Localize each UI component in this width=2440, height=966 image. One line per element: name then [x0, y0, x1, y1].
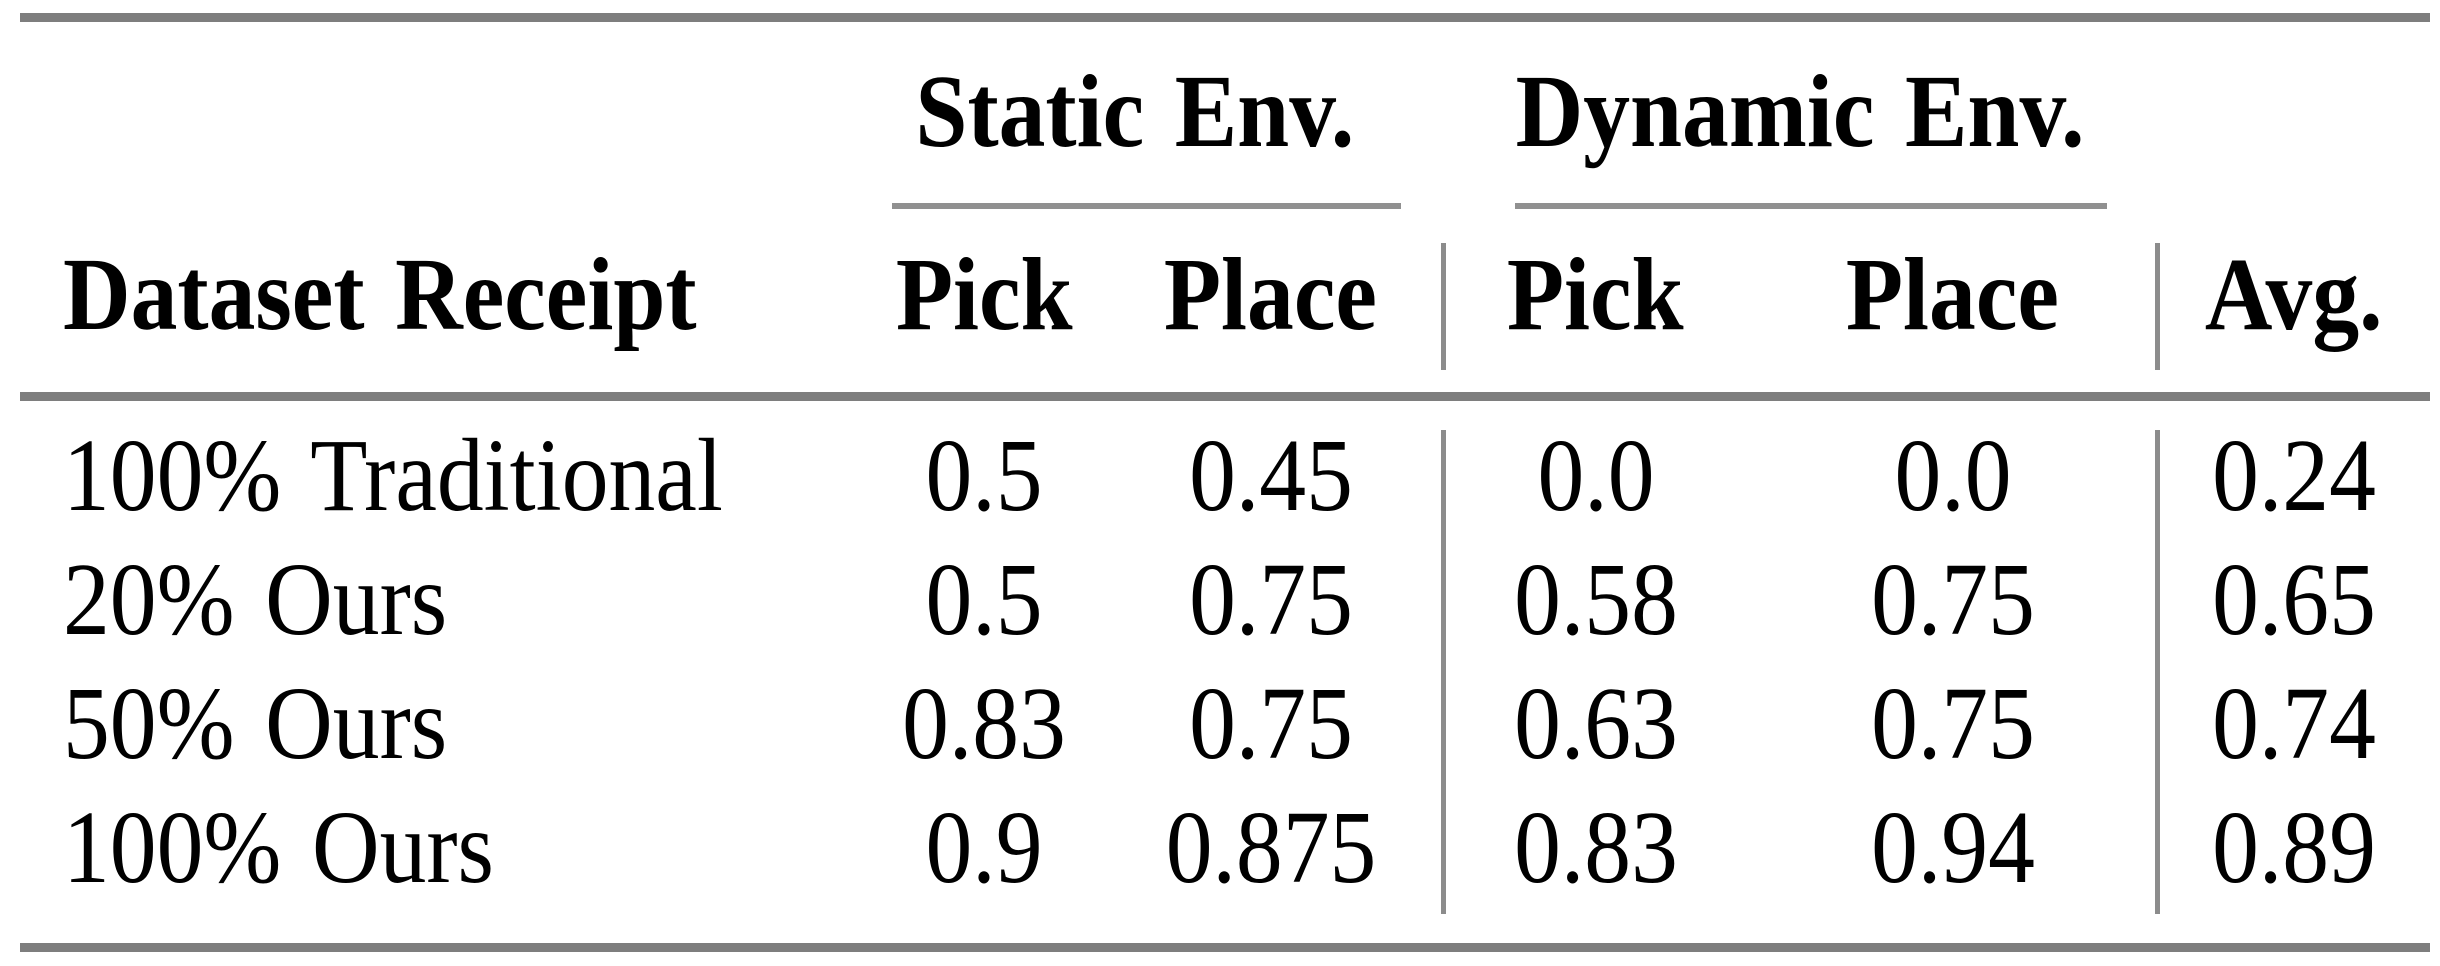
vertical-rule-static-dynamic — [1441, 243, 1446, 370]
column-header-dataset-receipt: Dataset Receipt — [63, 237, 697, 352]
table-cell: 0.5 — [925, 542, 1043, 657]
table-cell: 0.875 — [1165, 790, 1376, 905]
cmidrule-static — [892, 203, 1401, 209]
table-body: 100% Traditional 0.5 0.45 0.0 0.0 0.24 2… — [20, 401, 2430, 920]
vertical-rule-static-dynamic — [1441, 430, 1446, 914]
group-header-row: Static Env. Dynamic Env. — [20, 22, 2430, 209]
table-cell: 0.0 — [1537, 418, 1654, 533]
table-cell: 0.83 — [1513, 790, 1678, 905]
group-header-spacer — [20, 22, 870, 209]
table-cell: 0.45 — [1188, 418, 1353, 533]
table-cell: 0.75 — [1870, 542, 2035, 657]
table-cell: 0.5 — [925, 418, 1043, 533]
table-cell: 0.9 — [925, 790, 1043, 905]
table-cell: 0.75 — [1870, 666, 2035, 781]
vertical-rule-before-avg — [2155, 243, 2160, 370]
table-cell: 0.63 — [1513, 666, 1678, 781]
table-cell: 0.24 — [2211, 418, 2376, 533]
table-cell: 0.94 — [1870, 790, 2035, 905]
bottom-spacer — [20, 920, 2430, 943]
group-header-dynamic-env: Dynamic Env. — [1443, 22, 2157, 209]
table-cell: 0.0 — [1894, 418, 2011, 533]
table-row-label: 100% Traditional — [63, 418, 723, 533]
column-header-dynamic-pick: Pick — [1507, 237, 1684, 352]
group-header-static-env-label: Static Env. — [915, 54, 1354, 169]
group-header-spacer — [2157, 22, 2430, 209]
table-cell: 0.83 — [902, 666, 1066, 781]
results-table: Static Env. Dynamic Env. Dataset Receipt… — [20, 0, 2430, 966]
table-row-label: 20% Ours — [63, 542, 448, 657]
table-cell: 0.65 — [2211, 542, 2376, 657]
cmidrule-dynamic — [1515, 203, 2107, 209]
column-header-dynamic-place: Place — [1845, 237, 2060, 352]
mid-rule — [20, 392, 2430, 401]
table-cell: 0.58 — [1513, 542, 1678, 657]
column-header-row: Dataset Receipt Pick Place Pick Place Av… — [20, 209, 2430, 392]
table-cell: 0.75 — [1188, 666, 1353, 781]
table-cell: 0.75 — [1188, 542, 1353, 657]
group-header-dynamic-env-label: Dynamic Env. — [1515, 54, 2085, 169]
top-rule — [20, 13, 2430, 22]
table-row-label: 100% Ours — [63, 790, 494, 905]
group-header-static-env: Static Env. — [870, 22, 1443, 209]
column-header-static-place: Place — [1163, 237, 1378, 352]
page-bottom-padding — [20, 952, 2430, 966]
vertical-rule-before-avg — [2155, 430, 2160, 914]
column-header-avg: Avg. — [2204, 237, 2383, 352]
table-cell: 0.89 — [2211, 790, 2376, 905]
bottom-rule — [20, 943, 2430, 952]
table-cell: 0.74 — [2211, 666, 2376, 781]
table-row-label: 50% Ours — [63, 666, 448, 781]
column-header-static-pick: Pick — [895, 237, 1073, 352]
